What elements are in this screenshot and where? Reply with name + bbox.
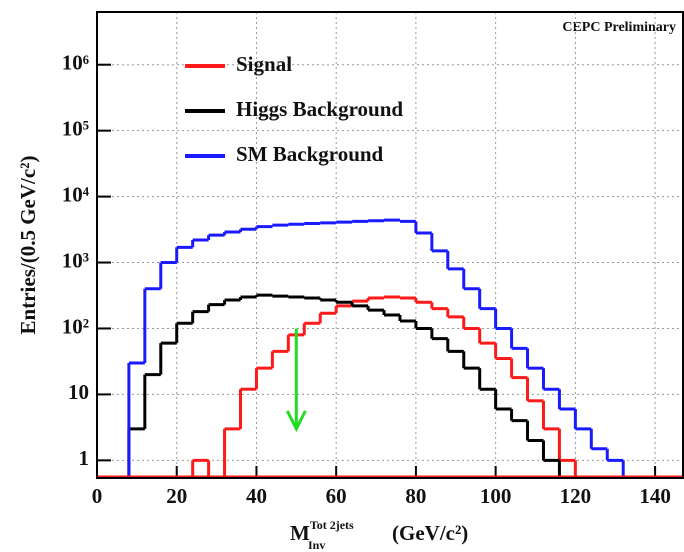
y-axis-title: Entries/(0.5 GeV/c²) bbox=[16, 156, 40, 335]
arrow-head bbox=[285, 410, 307, 433]
legend-label: Higgs Background bbox=[236, 97, 403, 121]
y-tick-label: 10⁵ bbox=[62, 116, 89, 140]
x-axis-title: MTot 2jets Inv (GeV/c²) bbox=[290, 518, 468, 552]
x-tick-label: 100 bbox=[480, 484, 512, 508]
legend-label: SM Background bbox=[236, 142, 384, 166]
x-title-unit: (GeV/c²) bbox=[392, 521, 468, 545]
y-tick-label: 1 bbox=[79, 446, 90, 470]
y-tick-label: 10³ bbox=[62, 248, 89, 272]
legend-label: Signal bbox=[236, 52, 292, 76]
x-tick-label: 60 bbox=[326, 484, 347, 508]
x-title-sub: Inv bbox=[308, 538, 325, 552]
x-tick-label: 20 bbox=[166, 484, 187, 508]
x-tick-label: 0 bbox=[92, 484, 103, 508]
plot-frame bbox=[96, 11, 684, 479]
annotation: CEPC Preliminary bbox=[562, 20, 676, 35]
x-tick-label: 80 bbox=[405, 484, 426, 508]
x-tick-label: 120 bbox=[560, 484, 592, 508]
y-tick-label: 10⁶ bbox=[62, 51, 89, 75]
y-tick-label: 10 bbox=[68, 380, 89, 404]
x-title-sup: Tot 2jets bbox=[310, 518, 354, 532]
x-tick-label: 40 bbox=[246, 484, 267, 508]
x-title-symbol: M bbox=[290, 521, 310, 545]
x-tick-label: 140 bbox=[639, 484, 671, 508]
y-tick-label: 10⁴ bbox=[62, 182, 90, 206]
y-tick-label: 10² bbox=[62, 314, 89, 338]
